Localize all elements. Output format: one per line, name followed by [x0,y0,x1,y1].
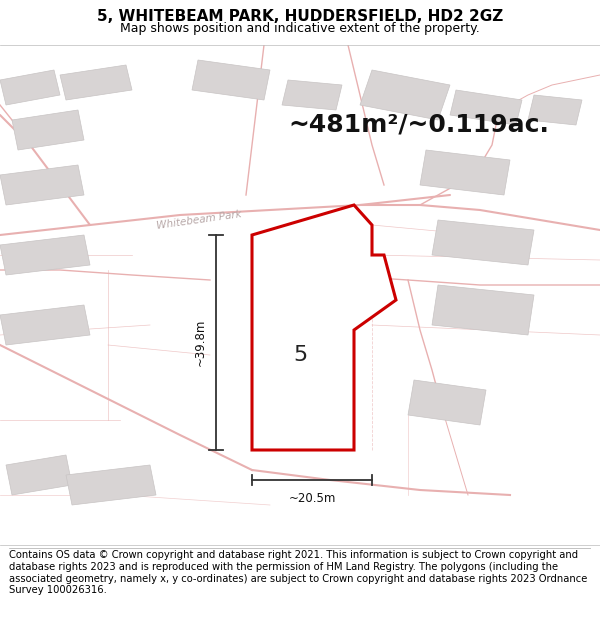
Polygon shape [6,455,72,495]
Polygon shape [66,465,156,505]
Polygon shape [192,60,270,100]
Polygon shape [0,305,90,345]
Polygon shape [0,235,90,275]
Polygon shape [282,80,342,110]
Polygon shape [528,95,582,125]
Polygon shape [360,70,450,120]
Polygon shape [0,70,60,105]
Polygon shape [450,90,522,125]
Polygon shape [420,150,510,195]
Polygon shape [60,65,132,100]
Text: ~20.5m: ~20.5m [289,492,335,506]
Text: 5, WHITEBEAM PARK, HUDDERSFIELD, HD2 2GZ: 5, WHITEBEAM PARK, HUDDERSFIELD, HD2 2GZ [97,9,503,24]
Polygon shape [0,165,84,205]
Text: ~39.8m: ~39.8m [194,319,207,366]
Polygon shape [252,205,396,450]
Polygon shape [432,285,534,335]
Polygon shape [408,380,486,425]
Text: Contains OS data © Crown copyright and database right 2021. This information is : Contains OS data © Crown copyright and d… [9,551,587,595]
Text: 5: 5 [293,345,307,365]
Text: ~481m²/~0.119ac.: ~481m²/~0.119ac. [288,113,549,137]
Polygon shape [432,220,534,265]
Text: Map shows position and indicative extent of the property.: Map shows position and indicative extent… [120,22,480,35]
Text: Whitebeam Park: Whitebeam Park [156,209,242,231]
Polygon shape [12,110,84,150]
